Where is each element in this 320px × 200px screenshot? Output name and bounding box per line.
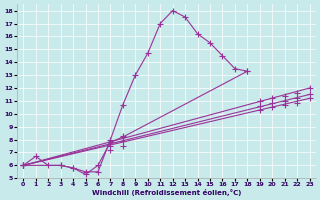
X-axis label: Windchill (Refroidissement éolien,°C): Windchill (Refroidissement éolien,°C) [92,189,241,196]
